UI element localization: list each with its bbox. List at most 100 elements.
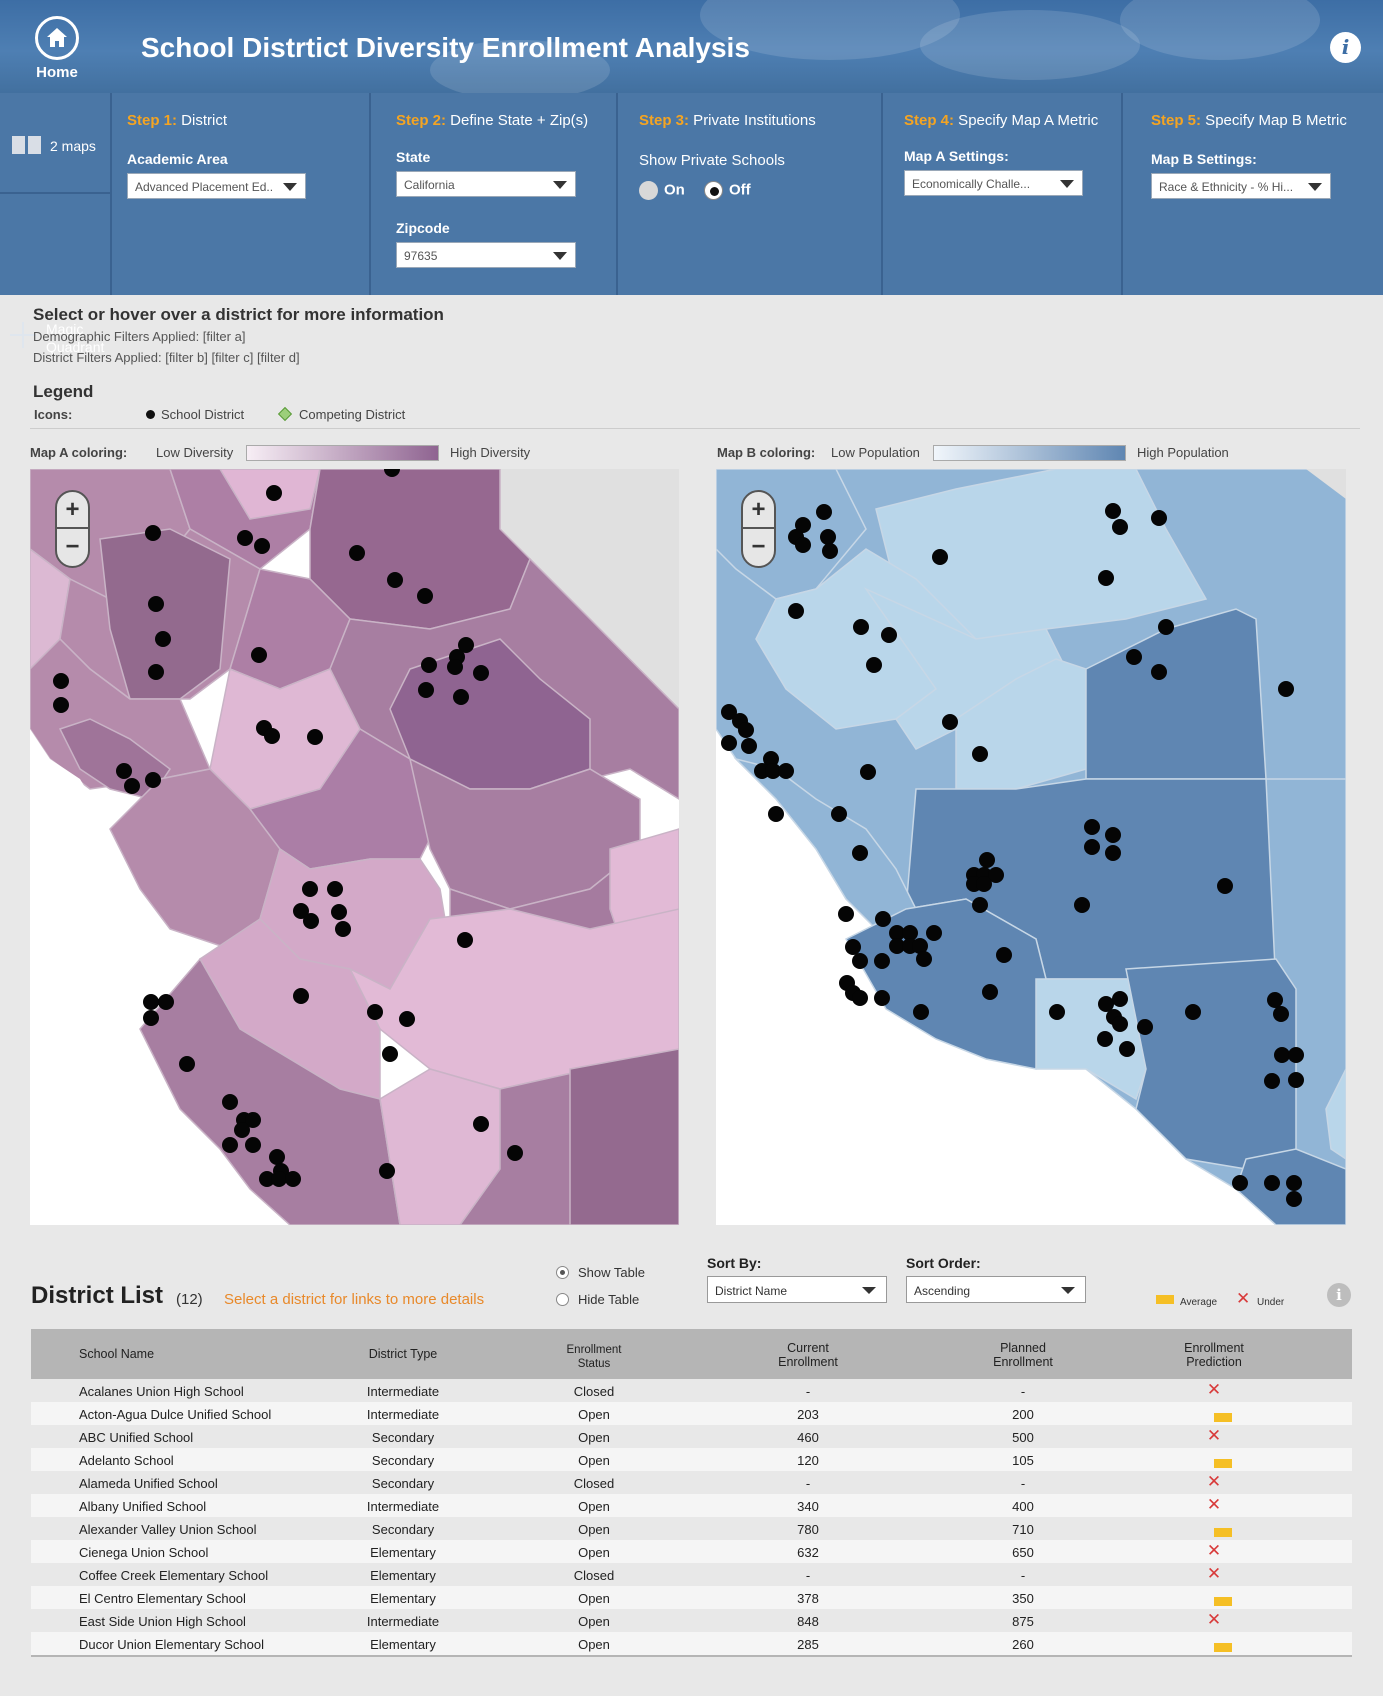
map-region[interactable]	[139, 957, 401, 1225]
school-district-marker[interactable]	[853, 619, 869, 635]
school-district-marker[interactable]	[738, 722, 754, 738]
map-a-regions[interactable]	[30, 469, 679, 1225]
school-district-marker[interactable]	[53, 697, 69, 713]
school-district-marker[interactable]	[457, 932, 473, 948]
school-district-marker[interactable]	[874, 953, 890, 969]
table-row[interactable]: Adelanto School Secondary Open 120 105	[31, 1448, 1352, 1471]
school-district-marker[interactable]	[916, 951, 932, 967]
school-district-marker[interactable]	[875, 911, 891, 927]
school-district-marker[interactable]	[302, 881, 318, 897]
school-district-marker[interactable]	[1137, 1019, 1153, 1035]
school-district-marker[interactable]	[1278, 681, 1294, 697]
school-district-marker[interactable]	[293, 903, 309, 919]
school-district-marker[interactable]	[179, 1056, 195, 1072]
school-district-marker[interactable]	[379, 1163, 395, 1179]
school-district-marker[interactable]	[1288, 1047, 1304, 1063]
school-district-marker[interactable]	[1098, 996, 1114, 1012]
school-district-marker[interactable]	[254, 538, 270, 554]
school-district-marker[interactable]	[1098, 570, 1114, 586]
school-district-marker[interactable]	[996, 947, 1012, 963]
school-district-marker[interactable]	[902, 925, 918, 941]
school-district-marker[interactable]	[741, 738, 757, 754]
school-district-marker[interactable]	[458, 637, 474, 653]
school-district-marker[interactable]	[1084, 819, 1100, 835]
school-district-marker[interactable]	[795, 537, 811, 553]
school-district-marker[interactable]	[148, 664, 164, 680]
map-b-district-markers[interactable]	[721, 503, 1304, 1207]
school-district-marker[interactable]	[222, 1094, 238, 1110]
school-district-marker[interactable]	[932, 549, 948, 565]
school-district-marker[interactable]	[387, 572, 403, 588]
school-district-marker[interactable]	[845, 939, 861, 955]
school-district-marker[interactable]	[1151, 510, 1167, 526]
table-row[interactable]: El Centro Elementary School Elementary Ope…	[31, 1586, 1352, 1609]
school-district-marker[interactable]	[866, 657, 882, 673]
school-district-marker[interactable]	[384, 469, 400, 477]
school-district-marker[interactable]	[237, 530, 253, 546]
school-district-marker[interactable]	[421, 657, 437, 673]
school-district-marker[interactable]	[1105, 503, 1121, 519]
school-district-marker[interactable]	[822, 543, 838, 559]
school-district-marker[interactable]	[245, 1112, 261, 1128]
map-region[interactable]	[309, 469, 531, 630]
school-district-marker[interactable]	[889, 938, 905, 954]
school-district-marker[interactable]	[234, 1122, 250, 1138]
school-district-marker[interactable]	[349, 545, 365, 561]
school-district-marker[interactable]	[763, 751, 779, 767]
school-district-marker[interactable]	[1112, 519, 1128, 535]
sort-by-select[interactable]: District Name	[707, 1276, 887, 1303]
table-row[interactable]: Albany Unified School Intermediate Open 340…	[31, 1494, 1352, 1517]
school-district-marker[interactable]	[307, 729, 323, 745]
private-on-radio[interactable]: On	[639, 181, 685, 200]
school-district-marker[interactable]	[831, 806, 847, 822]
school-district-marker[interactable]	[1267, 992, 1283, 1008]
school-district-marker[interactable]	[417, 588, 433, 604]
map-a-district-markers[interactable]	[53, 469, 523, 1187]
column-header-school-name[interactable]: School Name	[79, 1347, 155, 1361]
info-icon[interactable]: i	[1330, 32, 1361, 63]
school-district-marker[interactable]	[979, 852, 995, 868]
map-b-metric-select[interactable]: Race & Ethnicity - % Hi...	[1151, 173, 1331, 199]
magic-quadrant-mode-button[interactable]: Magic Quadrant	[0, 196, 110, 355]
school-district-marker[interactable]	[912, 938, 928, 954]
map-a-zoom-out-button[interactable]: −	[65, 533, 80, 560]
school-district-marker[interactable]	[53, 673, 69, 689]
school-district-marker[interactable]	[1273, 1006, 1289, 1022]
school-district-marker[interactable]	[1264, 1073, 1280, 1089]
hide-table-radio[interactable]: Hide Table	[556, 1292, 639, 1307]
map-b-regions[interactable]	[716, 469, 1346, 1225]
school-district-marker[interactable]	[158, 994, 174, 1010]
map-b[interactable]: + −	[716, 469, 1346, 1225]
school-district-marker[interactable]	[143, 994, 159, 1010]
info-icon[interactable]: i	[1327, 1283, 1351, 1307]
sort-order-select[interactable]: Ascending	[906, 1276, 1086, 1303]
map-b-zoom-out-button[interactable]: −	[751, 533, 766, 560]
map-a-metric-select[interactable]: Economically Challe...	[904, 170, 1083, 196]
school-district-marker[interactable]	[1119, 1041, 1135, 1057]
school-district-marker[interactable]	[1232, 1175, 1248, 1191]
school-district-marker[interactable]	[303, 913, 319, 929]
school-district-marker[interactable]	[145, 772, 161, 788]
state-select[interactable]: California	[396, 171, 576, 197]
column-header-district-type[interactable]: District Type	[368, 1347, 438, 1361]
column-header-enrollment-status[interactable]: Enrollment Status	[566, 1344, 622, 1370]
table-row[interactable]: East Side Union High School Intermediate O…	[31, 1609, 1352, 1632]
map-a-zoom-in-button[interactable]: +	[57, 492, 88, 529]
school-district-marker[interactable]	[335, 921, 351, 937]
school-district-marker[interactable]	[721, 735, 737, 751]
school-district-marker[interactable]	[972, 746, 988, 762]
school-district-marker[interactable]	[367, 1004, 383, 1020]
school-district-marker[interactable]	[285, 1171, 301, 1187]
school-district-marker[interactable]	[1185, 1004, 1201, 1020]
school-district-marker[interactable]	[259, 1171, 275, 1187]
school-district-marker[interactable]	[382, 1046, 398, 1062]
school-district-marker[interactable]	[852, 990, 868, 1006]
school-district-marker[interactable]	[1084, 839, 1100, 855]
school-district-marker[interactable]	[155, 631, 171, 647]
table-row[interactable]: Ducor Union Elementary School Elementary O…	[31, 1632, 1352, 1655]
school-district-marker[interactable]	[852, 953, 868, 969]
school-district-marker[interactable]	[1105, 845, 1121, 861]
school-district-marker[interactable]	[399, 1011, 415, 1027]
school-district-marker[interactable]	[1217, 878, 1233, 894]
school-district-marker[interactable]	[1274, 1047, 1290, 1063]
